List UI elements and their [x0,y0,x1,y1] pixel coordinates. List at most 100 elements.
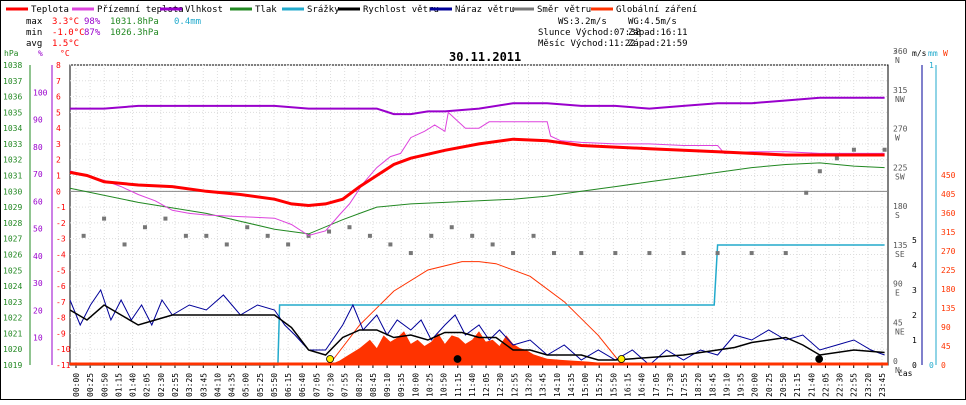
hpa-tick-label: 1025 [3,266,22,275]
x-tick-label: 03:20 [185,373,194,397]
moon-set: Západ:21:59 [628,39,688,49]
wind-direction-point [804,190,809,195]
celsius-tick-label: 0 [56,187,61,196]
rain-tick-label: 0 [929,361,934,370]
celsius-tick-label: -4 [56,250,66,259]
direction-tick-value: 90 [893,280,903,289]
celsius-tick-label: -1 [56,203,66,212]
x-tick-label: 05:00 [242,373,251,397]
legend-label: Tlak [255,5,277,15]
x-tick-label: 06:40 [298,373,307,397]
hpa-tick-label: 1020 [3,345,22,354]
wind-direction-point [715,251,720,256]
x-tick-label: 10:25 [426,373,435,397]
percent-tick-label: 10 [33,334,43,343]
x-tick-label: 16:15 [623,373,632,397]
legend-label: Globální záření [616,5,697,15]
x-tick-label: 17:30 [666,373,675,397]
legend: Teplota Přízemní teplota Vlhkost Tlak Srážky… [6,5,697,15]
chart-title: 30.11.2011 [449,50,521,64]
direction-tick-label: SW [895,172,905,181]
unit-labels: hPa % °C m/s mm W ° čas [4,49,948,378]
x-tick-label: 16:40 [638,373,647,397]
wind-direction-point [102,216,107,221]
ground-temperature-line [69,111,885,237]
x-tick-label: 20:50 [779,373,788,397]
x-tick-label: 15:00 [581,373,590,397]
wind-direction-point [367,233,372,238]
hpa-tick-label: 1027 [3,235,22,244]
legend-label: Směr větru [537,5,591,15]
wind-direction-point [681,251,686,256]
radiation-tick-label: 315 [941,228,956,237]
stat-avg-temp: 1.5°C [52,39,79,49]
stat-max-label: max [26,17,43,27]
x-tick-label: 02:30 [157,373,166,397]
direction-tick-label: N [895,56,900,65]
wind-direction-point [783,251,788,256]
radiation-tick-label: 180 [941,285,956,294]
x-tick-label: 17:55 [680,373,689,397]
wind-direction-point [817,169,822,174]
speed-tick-label: 4 [912,261,917,270]
celsius-tick-label: 5 [56,108,61,117]
x-tick-label: 02:55 [171,373,180,397]
unit-speed: m/s [912,49,927,58]
x-tick-label: 18:20 [694,373,703,397]
x-tick-label: 10:50 [440,373,449,397]
legend-label: Rychlost větru [363,5,439,15]
x-tick-label: 22:55 [850,373,859,397]
moonset-marker [815,355,824,363]
percent-tick-label: 60 [33,197,43,206]
speed-tick-label: 0 [912,361,917,370]
celsius-tick-label: 2 [56,156,61,165]
x-tick-label: 11:40 [468,373,477,397]
wind-direction-point [551,251,556,256]
x-tick-label: 20:00 [751,373,760,397]
unit-rain: mm [928,49,938,58]
celsius-tick-label: -8 [56,314,66,323]
x-axis-label: čas [898,368,913,378]
x-tick-label: 17:05 [652,373,661,397]
wind-gust-line [69,288,885,366]
stat-max-temp: 3.3°C [52,17,79,27]
percent-tick-label: 90 [33,116,43,125]
x-tick-label: 08:20 [355,373,364,397]
stat-min-press: 1026.3hPa [110,28,159,38]
x-tick-label: 14:10 [553,373,562,397]
direction-tick-label: N [895,366,900,375]
wind-direction-point [163,216,168,221]
moonrise-marker [453,355,462,363]
x-tick-label: 09:10 [383,373,392,397]
celsius-tick-label: 7 [56,77,61,86]
x-tick-label: 12:30 [496,373,505,397]
sunrise-marker [326,355,334,363]
x-tick-label: 21:40 [807,373,816,397]
x-tick-label: 07:30 [327,373,336,397]
radiation-tick-label: 405 [941,190,956,199]
x-tick-label: 15:50 [609,373,618,397]
x-tick-label: 05:25 [256,373,265,397]
x-tick-label: 12:55 [510,373,519,397]
hpa-tick-label: 1022 [3,314,22,323]
moon-rise: Měsíc Východ:11:22 [538,39,636,49]
x-tick-label: 02:05 [143,373,152,397]
legend-label: Náraz větru [455,5,515,15]
direction-tick-label: W [895,134,900,143]
percent-tick-label: 80 [33,143,43,152]
temperature-line [69,137,885,208]
hpa-tick-label: 1021 [3,329,22,338]
hpa-tick-label: 1034 [3,124,22,133]
wind-direction-point [265,233,270,238]
x-tick-label: 22:05 [821,373,830,397]
wind-direction-point [531,233,536,238]
celsius-tick-label: 6 [56,93,61,102]
hpa-tick-label: 1036 [3,93,22,102]
hpa-tick-label: 1035 [3,108,22,117]
hpa-tick-label: 1032 [3,156,22,165]
hpa-tick-label: 1026 [3,250,22,259]
hpa-tick-label: 1037 [3,77,22,86]
wind-direction-point [388,242,393,247]
legend-label: Přízemní teplota [97,5,184,15]
